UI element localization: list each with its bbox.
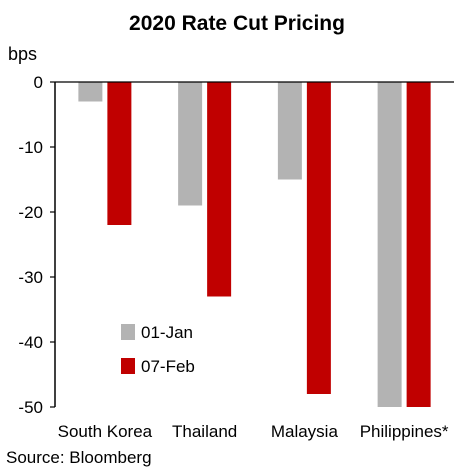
y-tick-label: -40 bbox=[18, 333, 43, 352]
source-note: Source: Bloomberg bbox=[6, 448, 152, 467]
bar-01-jan-philippines- bbox=[377, 82, 402, 407]
legend: 01-Jan 07-Feb bbox=[121, 323, 195, 376]
bar-07-feb-thailand bbox=[207, 82, 232, 297]
y-tick-label: -50 bbox=[18, 398, 43, 417]
x-tick-label: Thailand bbox=[172, 422, 237, 441]
y-tick-label: -10 bbox=[18, 138, 43, 157]
bar-07-feb-south-korea bbox=[107, 82, 132, 225]
x-tick-label: Malaysia bbox=[271, 422, 339, 441]
y-tick-label: -30 bbox=[18, 268, 43, 287]
legend-label: 01-Jan bbox=[141, 323, 193, 342]
bars-group bbox=[78, 82, 431, 407]
bar-07-feb-philippines- bbox=[406, 82, 431, 407]
legend-label: 07-Feb bbox=[141, 357, 195, 376]
x-tick-label: Philippines* bbox=[360, 422, 449, 441]
legend-swatch-01-jan bbox=[121, 324, 135, 340]
bar-01-jan-malaysia bbox=[277, 82, 302, 180]
x-tick-label: South Korea bbox=[58, 422, 153, 441]
bar-07-feb-malaysia bbox=[306, 82, 331, 394]
legend-swatch-07-feb bbox=[121, 358, 135, 374]
chart-title: 2020 Rate Cut Pricing bbox=[129, 12, 345, 35]
x-axis: South Korea Thailand Malaysia Philippines* bbox=[58, 422, 449, 441]
bar-01-jan-thailand bbox=[178, 82, 203, 206]
y-tick-label: 0 bbox=[34, 73, 43, 92]
bar-01-jan-south-korea bbox=[78, 82, 103, 102]
y-axis: 0 -10 -20 -30 -40 -50 bbox=[18, 73, 454, 417]
y-tick-label: -20 bbox=[18, 203, 43, 222]
y-axis-unit-label: bps bbox=[8, 44, 38, 64]
